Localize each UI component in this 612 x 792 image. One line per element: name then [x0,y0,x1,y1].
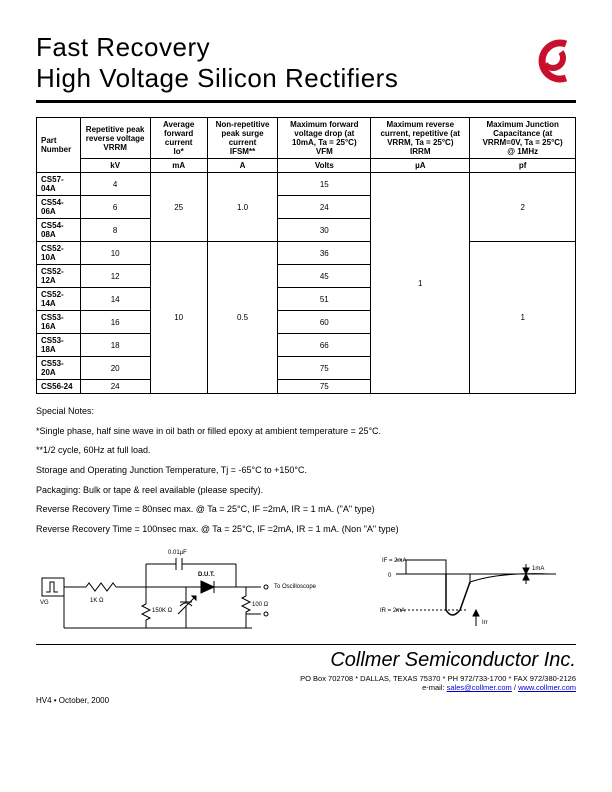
svg-text:IF = 2mA: IF = 2mA [382,558,407,564]
svg-text:1K Ω: 1K Ω [90,598,104,604]
note-line: Packaging: Bulk or tape & reel available… [36,485,576,497]
svg-text:100 Ω: 100 Ω [252,602,269,608]
company-logo-icon [530,38,576,84]
unit-volts: Volts [278,159,371,173]
divider-bottom [36,644,576,645]
col-vfm-label: Maximum forward voltage drop (at 10mA, T… [278,118,371,159]
table-row: CS52-10A 10 10 0.5 36 1 [37,242,576,265]
divider-top [36,100,576,103]
col-cap-label: Maximum Junction Capacitance (at VRRM=0V… [470,118,576,159]
col-ifsm-label: Non-repetitive peak surge currentIFSM** [207,118,278,159]
title-line-1: Fast Recovery [36,32,576,63]
recovery-waveform-icon: 1mA IF = 2mA 0 IR = 2mA Irr [376,544,576,634]
page-id: HV4 • October, 2000 [36,696,576,705]
unit-ma: mA [150,159,207,173]
header: Fast Recovery High Voltage Silicon Recti… [36,32,576,94]
svg-text:VG: VG [40,600,49,606]
svg-text:0: 0 [388,573,392,579]
col-part: Part Number [37,118,81,173]
note-line: *Single phase, half sine wave in oil bat… [36,426,576,438]
unit-a: A [207,159,278,173]
note-line: **1/2 cycle, 60Hz at full load. [36,445,576,457]
table-row: CS57-04A 4 25 1.0 15 1 2 [37,173,576,196]
col-irrm-label: Maximum reverse current, repetitive (at … [371,118,470,159]
company-name: Collmer Semiconductor Inc. [36,649,576,672]
svg-text:150K Ω: 150K Ω [152,608,173,614]
note-line: Storage and Operating Junction Temperatu… [36,465,576,477]
svg-text:1mA: 1mA [532,566,544,572]
company-address: PO Box 702708 * DALLAS, TEXAS 75370 * PH… [36,674,576,692]
col-vrrm-label: Repetitive peak reverse voltageVRRM [80,118,150,159]
notes-heading: Special Notes: [36,406,576,418]
svg-text:To Oscilloscope: To Oscilloscope [274,584,317,590]
spec-table: Part Number Repetitive peak reverse volt… [36,117,576,394]
unit-pf: pf [470,159,576,173]
footer: Collmer Semiconductor Inc. PO Box 702708… [36,644,576,705]
email-link[interactable]: sales@collmer.com [447,683,512,692]
svg-text:IR = 2mA: IR = 2mA [380,608,405,614]
svg-text:D.U.T.: D.U.T. [198,572,215,578]
diagram-row: VG 1K Ω 0.01µF 150K Ω [36,544,576,634]
note-line: Reverse Recovery Time = 80nsec max. @ Ta… [36,504,576,516]
col-io-label: Average forward currentIo* [150,118,207,159]
special-notes: Special Notes: *Single phase, half sine … [36,406,576,536]
unit-ua: µA [371,159,470,173]
svg-text:0.01µF: 0.01µF [168,550,187,556]
note-line: Reverse Recovery Time = 100nsec max. @ T… [36,524,576,536]
web-link[interactable]: www.collmer.com [518,683,576,692]
svg-text:Irr: Irr [482,620,488,626]
unit-kv: kV [80,159,150,173]
title-line-2: High Voltage Silicon Rectifiers [36,63,576,94]
test-circuit-diagram-icon: VG 1K Ω 0.01µF 150K Ω [36,544,336,634]
